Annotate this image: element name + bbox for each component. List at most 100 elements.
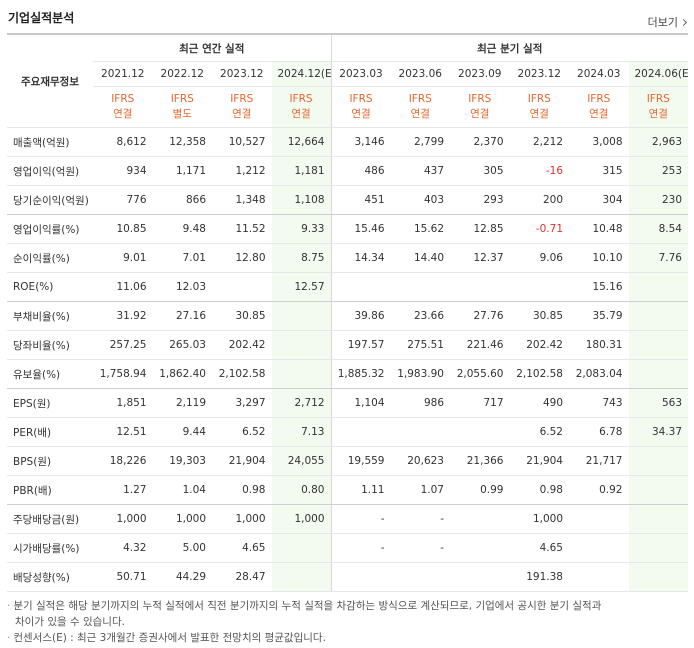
value-cell [628,446,688,476]
value-cell: 10.48 [569,214,629,244]
value-cell: 1,108 [271,185,331,215]
data-row: 부채비율(%) 31.92 27.16 30.85 39.86 23.66 27.76 30.… [7,301,688,331]
period-header: 2024.06(E) [628,61,688,87]
data-row: 매출액(억원) 8,612 12,358 10,527 12,664 3,146 2,799… [7,127,688,157]
value-cell: 27.16 [152,301,212,331]
value-cell: 1,000 [509,504,569,534]
footnotes: 분기 실적은 해당 분기까지의 누적 실적에서 직전 분기까지의 누적 실적을 … [7,598,607,646]
value-cell: 23.66 [390,301,450,331]
value-cell: 315 [569,156,629,186]
standard-header: IFRS 연결 [93,86,153,128]
value-cell: 197.57 [330,330,391,360]
more-link[interactable]: 더보기 [648,14,686,30]
value-cell: 44.29 [152,562,212,592]
standard-header: IFRS 연결 [390,86,450,128]
value-cell: 2,102.58 [212,359,272,389]
value-cell [569,504,629,534]
value-cell: 9.01 [93,243,153,273]
row-label: 부채비율(%) [7,301,93,331]
value-cell: 6.78 [569,417,629,447]
value-cell [450,504,510,534]
value-cell: 12.37 [450,243,510,273]
value-cell: 1,000 [93,504,153,534]
period-header: 2023.06 [390,61,450,87]
standard-header: IFRS 연결 [569,86,629,128]
value-cell: 743 [569,388,629,418]
value-cell: 12.03 [152,272,212,302]
value-cell: 9.06 [509,243,569,273]
value-cell: 31.92 [93,301,153,331]
data-row: 당좌비율(%) 257.25 265.03 202.42 197.57 275.51 221… [7,330,688,360]
value-cell: 253 [628,156,688,186]
value-cell: 1,212 [212,156,272,186]
corner-cell: 주요재무정보 [7,33,93,128]
value-cell [509,272,569,302]
value-cell: 11.52 [212,214,272,244]
standard-text: 연결 [113,108,133,120]
value-cell: 1.07 [390,475,450,505]
value-cell [271,301,331,331]
value-cell [450,562,510,592]
value-cell: 8.75 [271,243,331,273]
value-cell [271,562,331,592]
value-cell: 4.65 [509,533,569,563]
value-cell: 34.37 [628,417,688,447]
value-cell: 2,963 [628,127,688,157]
value-cell [390,562,450,592]
value-cell: 1,104 [330,388,391,418]
value-cell: 1.27 [93,475,153,505]
value-cell: 8,612 [93,127,153,157]
period-header: 2024.12(E) [271,61,331,87]
value-cell: 9.44 [152,417,212,447]
value-cell: 1,171 [152,156,212,186]
standard-text: 별도 [172,108,192,120]
value-cell: 3,146 [330,127,391,157]
group-header: 최근 연간 실적 [93,33,331,62]
value-cell: 4.32 [93,533,153,563]
value-cell [569,533,629,563]
value-cell [271,359,331,389]
data-row: 영업이익(억원) 934 1,171 1,212 1,181 486 437 305 -16 31… [7,156,688,186]
period-header: 2024.03 [569,61,629,87]
header-row: 2021.12 2022.12 2023.12 2024.12(E) 2023.03 20… [7,61,688,87]
value-cell: 12.57 [271,272,331,302]
value-cell: 1,000 [212,504,272,534]
value-cell: 1,000 [271,504,331,534]
standard-header: IFRS 연결 [330,86,391,128]
period-header: 2021.12 [93,61,153,87]
data-row: 영업이익률(%) 10.85 9.48 11.52 9.33 15.46 15.62 12.8… [7,214,688,244]
standard-text: IFRS [468,93,492,105]
standard-text: 연결 [410,108,430,120]
value-cell [628,359,688,389]
value-cell [330,272,391,302]
value-cell: 10,527 [212,127,272,157]
value-cell: 5.00 [152,533,212,563]
value-cell: 7.13 [271,417,331,447]
standard-text: 연결 [529,108,549,120]
value-cell: 11.06 [93,272,153,302]
row-label: 시가배당률(%) [7,533,93,563]
value-cell: 30.85 [212,301,272,331]
data-row: PER(배) 12.51 9.44 6.52 7.13 6.52 6.78 34.37 [7,417,688,447]
row-label: ROE(%) [7,272,93,302]
financial-table: 주요재무정보 최근 연간 실적 최근 분기 실적 2021.12 2022.12 2023… [7,33,688,592]
header-row: 주요재무정보 최근 연간 실적 최근 분기 실적 [7,33,688,128]
table-body: 매출액(억원) 8,612 12,358 10,527 12,664 3,146 2,799… [7,127,688,592]
value-cell: 986 [390,388,450,418]
value-cell: 265.03 [152,330,212,360]
value-cell: 24,055 [271,446,331,476]
standard-header: IFRS 연결 [509,86,569,128]
value-cell: 15.16 [569,272,629,302]
value-cell [628,272,688,302]
value-cell: 39.86 [330,301,391,331]
period-header: 2023.12 [212,61,272,87]
period-header: 2022.12 [152,61,212,87]
standard-text: IFRS [230,93,254,105]
value-cell: 14.40 [390,243,450,273]
period-header: 2023.09 [450,61,510,87]
value-cell: 14.34 [330,243,391,273]
value-cell: - [330,533,391,563]
value-cell: 12,664 [271,127,331,157]
header-row: IFRS 연결 IFRS 별도 IFRS 연결 IFRS 연결 IFRS 연결 IFRS 연결 IFRS… [7,86,688,128]
